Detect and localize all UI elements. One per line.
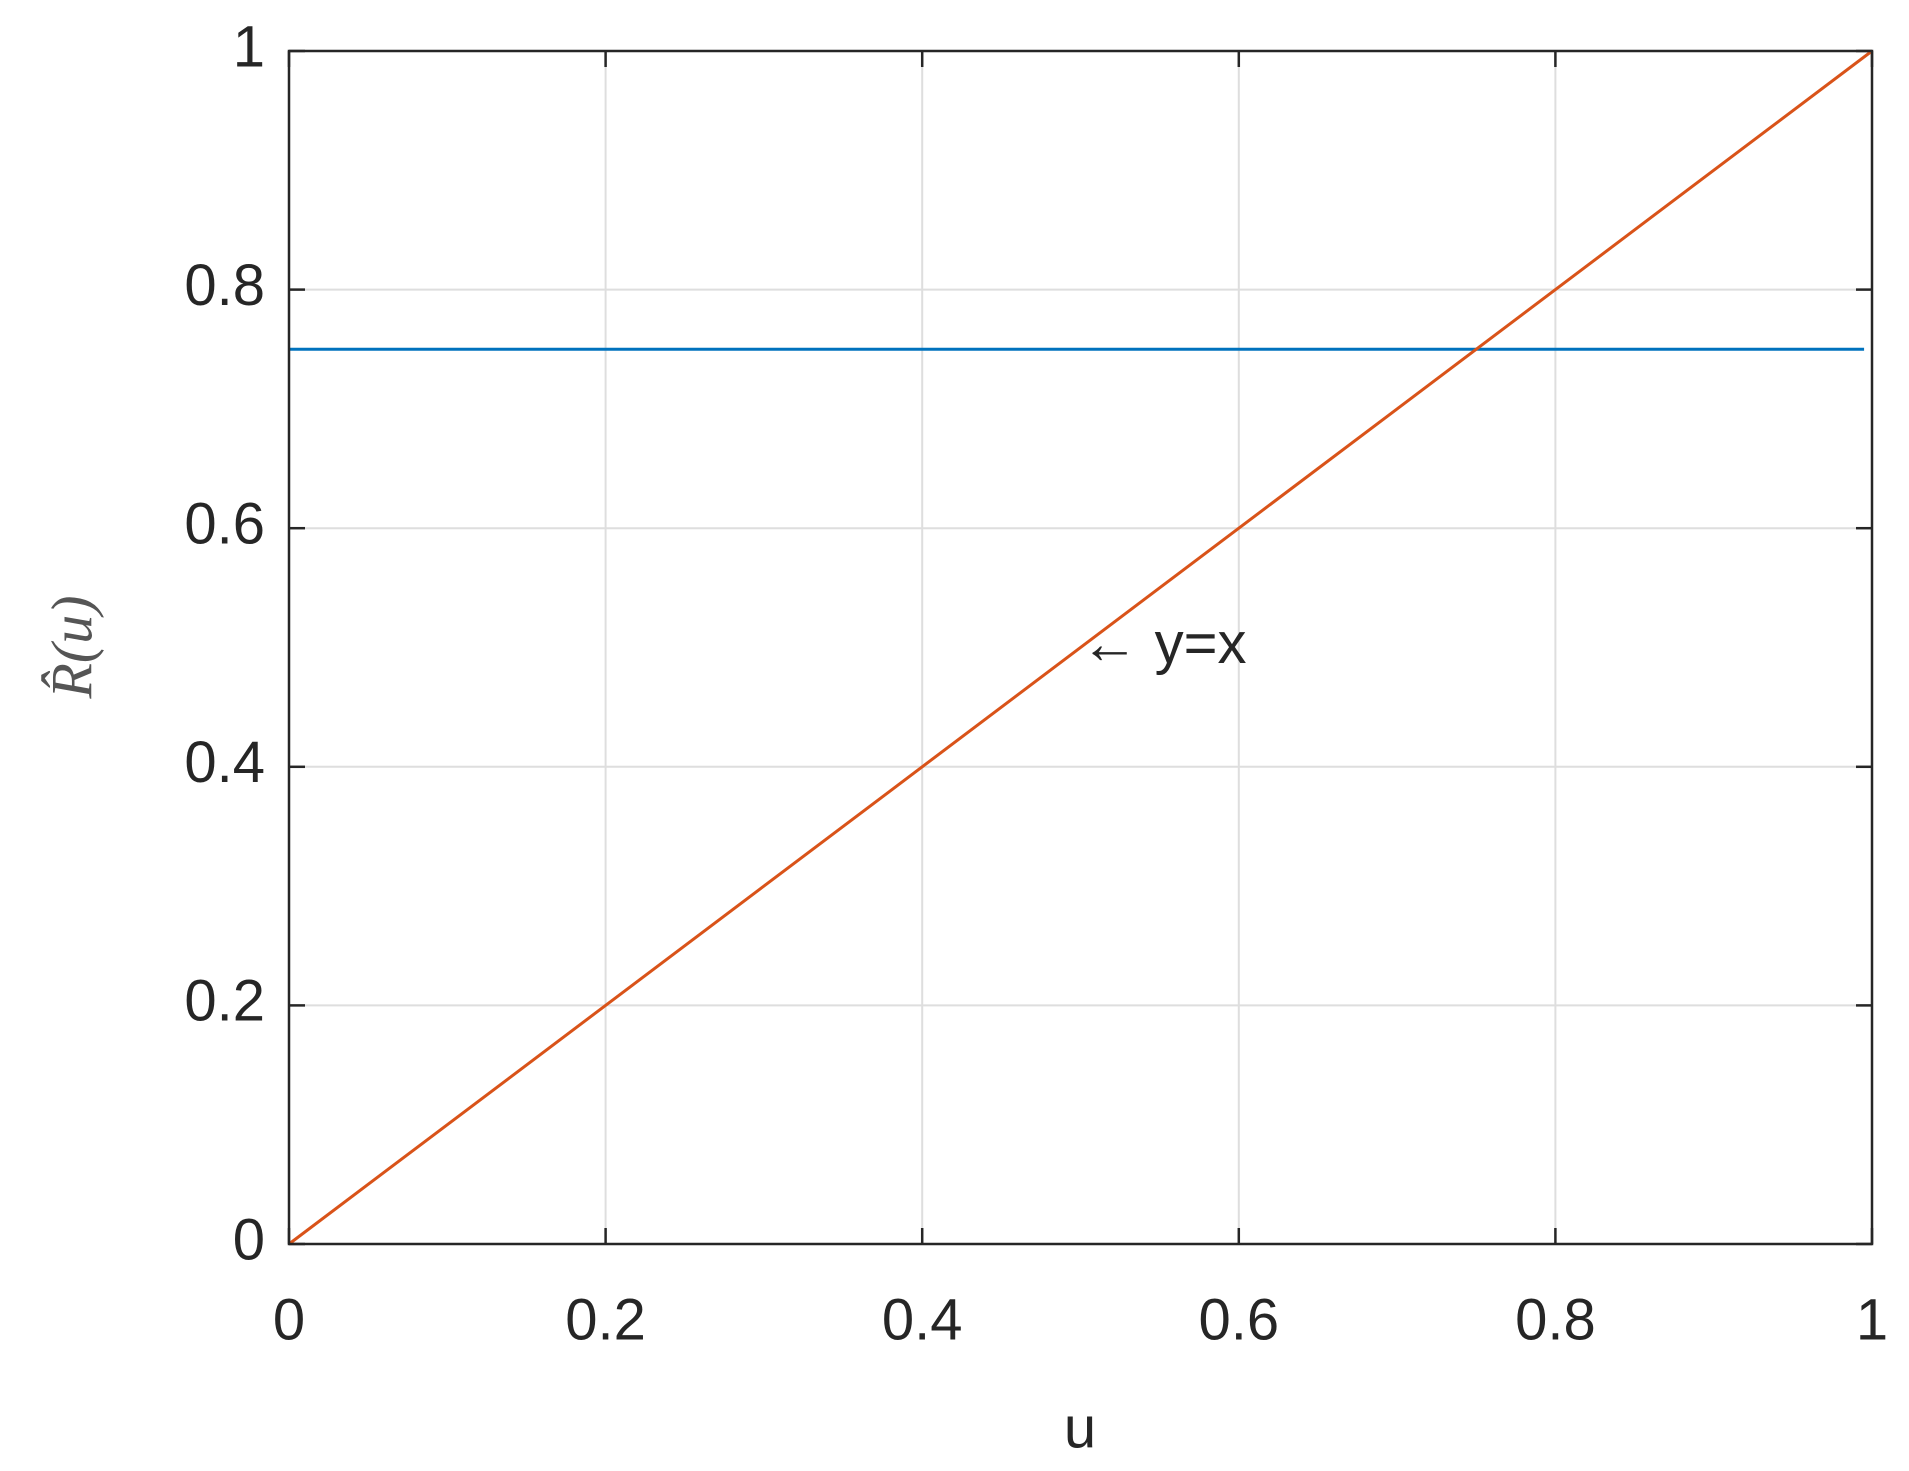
y-tick-label: 1: [233, 14, 265, 79]
y-tick-label: 0: [233, 1207, 265, 1272]
x-tick-label: 0.2: [565, 1287, 646, 1352]
x-axis-label: u: [1064, 1395, 1096, 1460]
x-tick-label: 0.8: [1515, 1287, 1596, 1352]
line-series: [288, 49, 1873, 1246]
annotation: ← y=x: [1081, 611, 1247, 676]
y-axis-label: R̂(u): [39, 595, 104, 699]
x-tick-label: 0: [273, 1287, 305, 1352]
y-tick-label: 0.4: [184, 730, 265, 795]
y-tick-label: 0.6: [184, 492, 265, 557]
x-tick-label: 0.6: [1198, 1287, 1279, 1352]
y-tick-label: 0.2: [184, 969, 265, 1034]
axes-box: [287, 49, 1874, 1246]
y-tick-label: 0.8: [184, 253, 265, 318]
x-tick-label: 1: [1856, 1287, 1888, 1352]
x-tick-label: 0.4: [882, 1287, 963, 1352]
